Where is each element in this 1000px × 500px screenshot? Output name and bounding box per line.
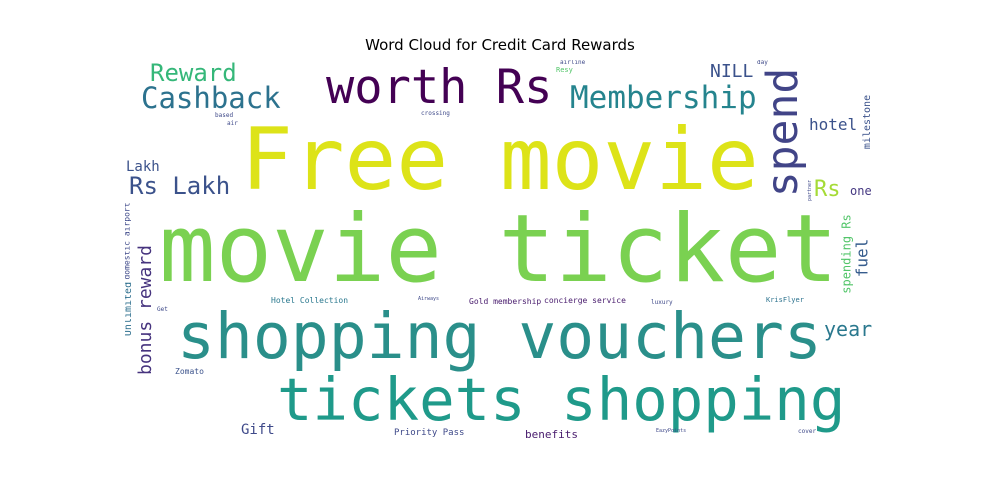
word-get-105: Get	[157, 306, 168, 313]
word-hotel-26: hotel	[809, 115, 858, 134]
word-movie-ticket-1: movie ticket	[159, 195, 839, 304]
word-free-movie-2: Free movie	[241, 110, 759, 210]
word-worth-rs-5: worth Rs	[326, 60, 553, 115]
word-airways-132: Airways	[418, 296, 440, 302]
word-gold-membership-56: Gold membership	[469, 297, 542, 306]
word-priority-pass-60: Priority Pass	[394, 428, 465, 438]
word-rs-lakh-13: Rs Lakh	[129, 172, 231, 200]
word-benefits-45: benefits	[525, 428, 578, 440]
word-bonus-reward-22: bonus reward	[134, 244, 156, 375]
word-lakh-33: Lakh	[126, 159, 160, 175]
word-cloud-area: movie ticket Free movie shopping vouchers t…	[125, 60, 875, 440]
word-nill-23: NILL	[710, 61, 754, 82]
word-zomato-68: Zomato	[175, 367, 204, 376]
word-krisflyer-77: KrisFlyer	[766, 296, 804, 304]
word-shopping-vouchers-3: shopping vouchers	[177, 300, 822, 373]
word-luxury-100: luxury	[651, 299, 673, 306]
word-rs-20: Rs	[814, 177, 841, 202]
word-air-114: air	[227, 120, 238, 127]
word-day-115: day	[757, 60, 768, 66]
word-year-19: year	[824, 317, 873, 341]
word-concierge-service-59: concierge service	[544, 296, 626, 305]
word-cashback-10: Cashback	[141, 81, 281, 115]
word-cover-104: cover	[798, 428, 817, 435]
word-reward-14: Reward	[150, 60, 237, 87]
word-membership-9: Membership	[570, 80, 757, 116]
word-milestone-58: milestone	[861, 94, 873, 149]
word-gift-36: Gift	[241, 422, 275, 438]
word-eazypoints-133: EazyPoints	[656, 428, 687, 434]
word-fuel-27: fuel	[851, 238, 871, 277]
word-hotel-collection-61: Hotel Collection	[271, 296, 349, 305]
word-spend-6: spend	[757, 67, 808, 197]
word-airline-102: airline	[560, 60, 586, 66]
word-resy-93: Resy	[556, 66, 573, 74]
word-unlimited-47: Unlimited	[125, 281, 134, 336]
word-domestic-airport-78: domestic airport	[125, 202, 132, 280]
chart-title: Word Cloud for Credit Card Rewards	[365, 36, 635, 54]
word-one-43: one	[850, 184, 872, 198]
word-partner-168: partner	[806, 179, 813, 201]
word-based-103: based	[215, 112, 234, 119]
word-crossing-101: crossing	[421, 110, 450, 117]
word-spending-rs-38: spending Rs	[839, 214, 854, 294]
word-tickets-shopping-4: tickets shopping	[277, 365, 846, 434]
